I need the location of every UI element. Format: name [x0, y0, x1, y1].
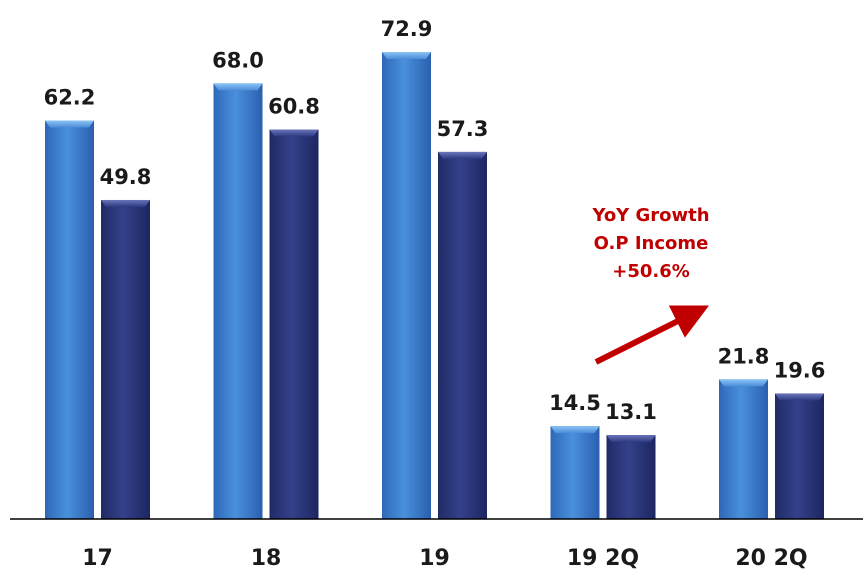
- category-label-19: 19: [419, 546, 450, 571]
- bar-cap-s1-17: [45, 120, 94, 128]
- bars-group: [45, 52, 824, 520]
- annotation-line-2: O.P Income: [594, 233, 709, 254]
- annotation-line-1: YoY Growth: [591, 205, 709, 226]
- category-label-19-2Q: 19 2Q: [567, 546, 639, 571]
- value-label-s2-18: 60.8: [268, 95, 320, 119]
- category-label-20-2Q: 20 2Q: [735, 546, 807, 571]
- bar-s2-19: [438, 151, 487, 520]
- annotation-line-3: +50.6%: [612, 261, 690, 282]
- bar-cap-s1-20-2Q: [719, 379, 768, 387]
- bar-s2-19-2Q: [606, 435, 656, 519]
- bar-cap-s2-19: [438, 151, 487, 159]
- bar-s1-17: [45, 120, 94, 519]
- value-label-s1-18: 68.0: [212, 48, 264, 72]
- value-label-s1-19-2Q: 14.5: [549, 391, 601, 415]
- category-label-18: 18: [251, 546, 282, 571]
- bar-cap-s2-18: [269, 129, 319, 137]
- value-label-s2-17: 49.8: [100, 165, 152, 189]
- value-label-s2-19-2Q: 13.1: [605, 400, 657, 424]
- bar-cap-s1-19-2Q: [550, 426, 600, 434]
- bar-s1-19-2Q: [550, 426, 600, 519]
- category-labels-group: 17 18 19 19 2Q 20 2Q: [82, 546, 807, 571]
- bar-s1-18: [213, 83, 263, 519]
- value-labels-group: 62.2 49.8 68.060.8 72.9 57.3 14.5 13.1 21.819.6: [44, 17, 826, 424]
- value-label-s2-19: 57.3: [437, 117, 489, 141]
- bar-cap-s2-19-2Q: [606, 435, 656, 443]
- bar-cap-s2-20-2Q: [775, 393, 824, 401]
- value-label-s2-20-2Q: 19.6: [774, 358, 826, 382]
- value-label-s1-19: 72.9: [381, 17, 433, 41]
- category-label-17: 17: [82, 546, 113, 571]
- bar-cap-s1-19: [382, 52, 431, 59]
- growth-arrow-icon: [594, 305, 710, 365]
- bar-s1-20-2Q: [719, 379, 768, 519]
- value-label-s1-17: 62.2: [44, 86, 96, 110]
- bar-s2-20-2Q: [775, 393, 824, 519]
- bar-s2-18: [269, 129, 319, 519]
- bar-cap-s1-18: [213, 83, 263, 91]
- value-label-s1-20-2Q: 21.8: [718, 344, 770, 368]
- growth-annotation: YoY Growth O.P Income +50.6%: [591, 205, 710, 365]
- bar-s2-17: [101, 199, 150, 519]
- bar-s1-19: [382, 52, 431, 519]
- bar-cap-s2-17: [101, 199, 150, 207]
